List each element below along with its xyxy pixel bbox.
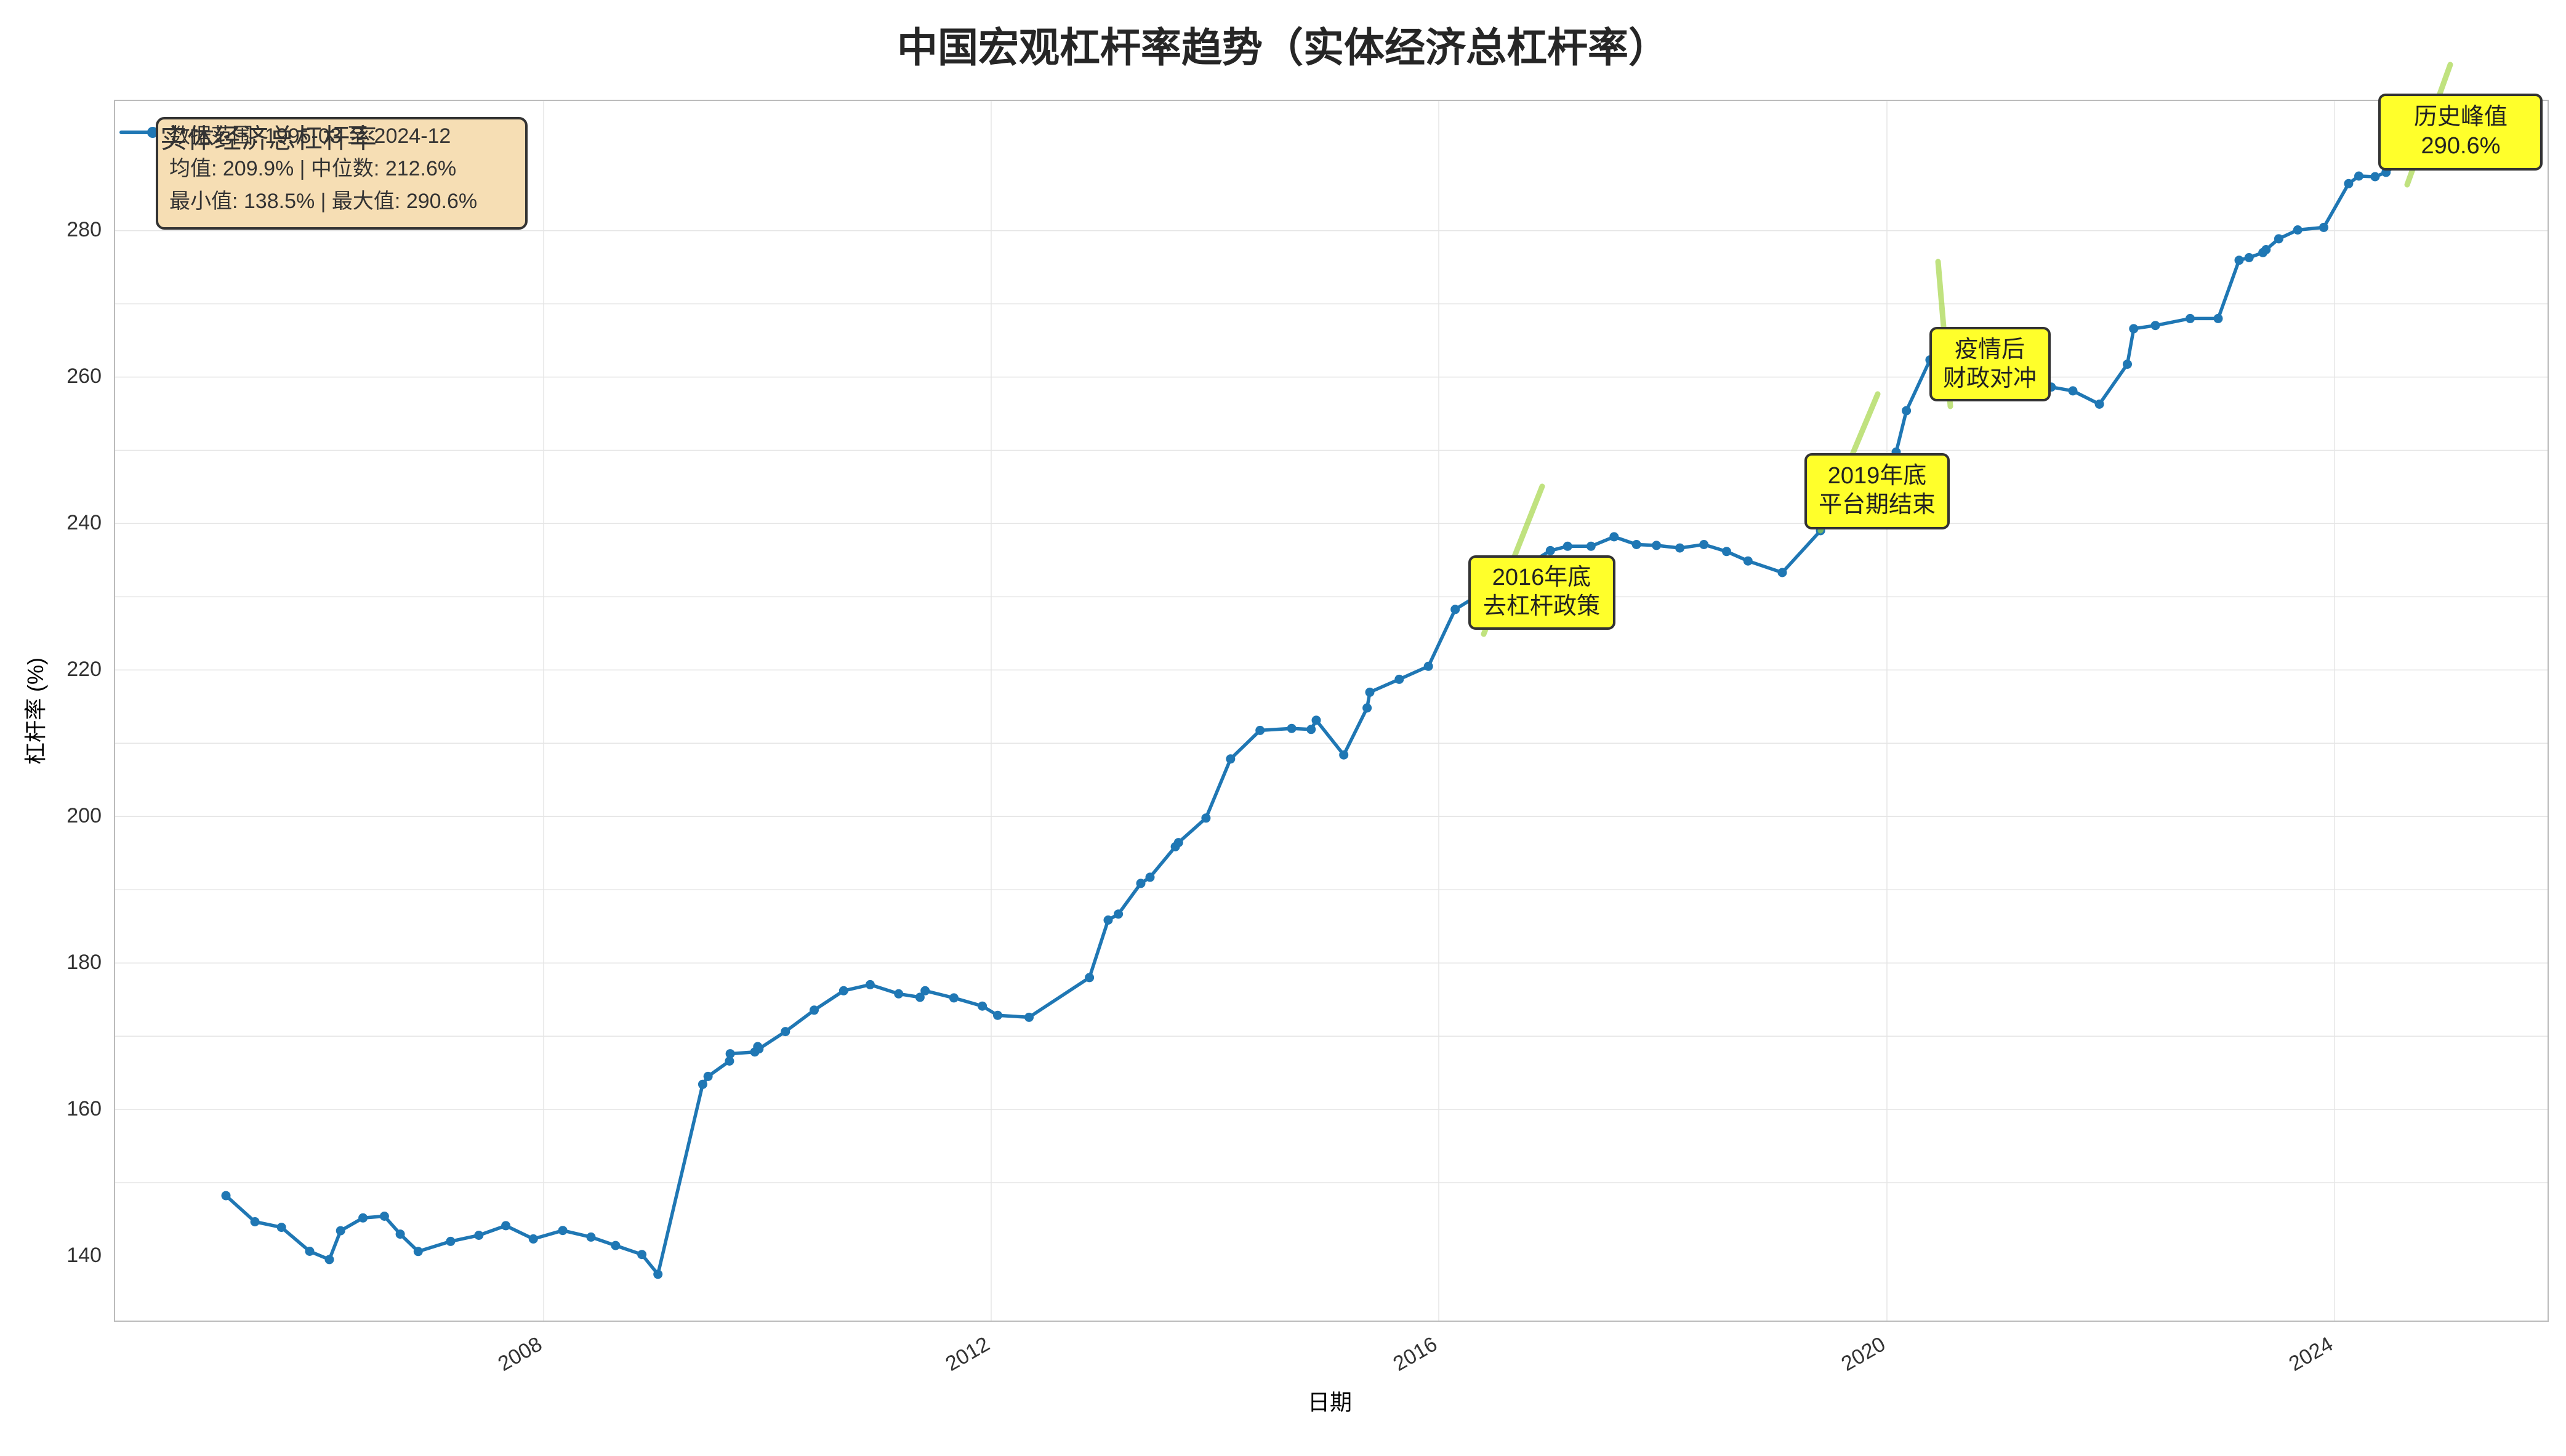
svg-text:240: 240	[66, 511, 102, 534]
svg-text:杠杆率 (%): 杠杆率 (%)	[23, 658, 48, 765]
svg-text:历史峰值: 历史峰值	[2414, 104, 2508, 130]
svg-text:260: 260	[66, 364, 102, 388]
svg-text:平台期结束: 平台期结束	[1819, 492, 1936, 518]
svg-text:2024: 2024	[2285, 1332, 2337, 1376]
svg-text:最小值: 138.5% | 最大值: 290.6%: 最小值: 138.5% | 最大值: 290.6%	[169, 190, 477, 213]
svg-text:2016: 2016	[1389, 1332, 1441, 1376]
svg-text:去杠杆政策: 去杠杆政策	[1483, 593, 1600, 619]
svg-text:280: 280	[66, 218, 102, 241]
svg-text:160: 160	[66, 1097, 102, 1120]
svg-text:220: 220	[66, 658, 102, 681]
svg-text:2019年底: 2019年底	[1828, 463, 1927, 489]
svg-text:2012: 2012	[941, 1332, 994, 1376]
svg-text:日期: 日期	[1308, 1390, 1352, 1415]
svg-text:290.6%: 290.6%	[2421, 133, 2501, 159]
svg-text:财政对冲: 财政对冲	[1943, 366, 2037, 392]
svg-text:2020: 2020	[1837, 1332, 1889, 1376]
svg-text:200: 200	[66, 804, 102, 827]
svg-text:140: 140	[66, 1244, 102, 1267]
svg-text:实体经济总杠杆率: 实体经济总杠杆率	[160, 124, 377, 154]
svg-text:均值: 209.9% | 中位数: 212.6%: 均值: 209.9% | 中位数: 212.6%	[169, 157, 456, 180]
svg-text:180: 180	[66, 951, 102, 974]
svg-text:疫情后: 疫情后	[1955, 337, 2025, 363]
svg-text:2008: 2008	[494, 1332, 546, 1376]
svg-text:2016年底: 2016年底	[1492, 565, 1591, 590]
